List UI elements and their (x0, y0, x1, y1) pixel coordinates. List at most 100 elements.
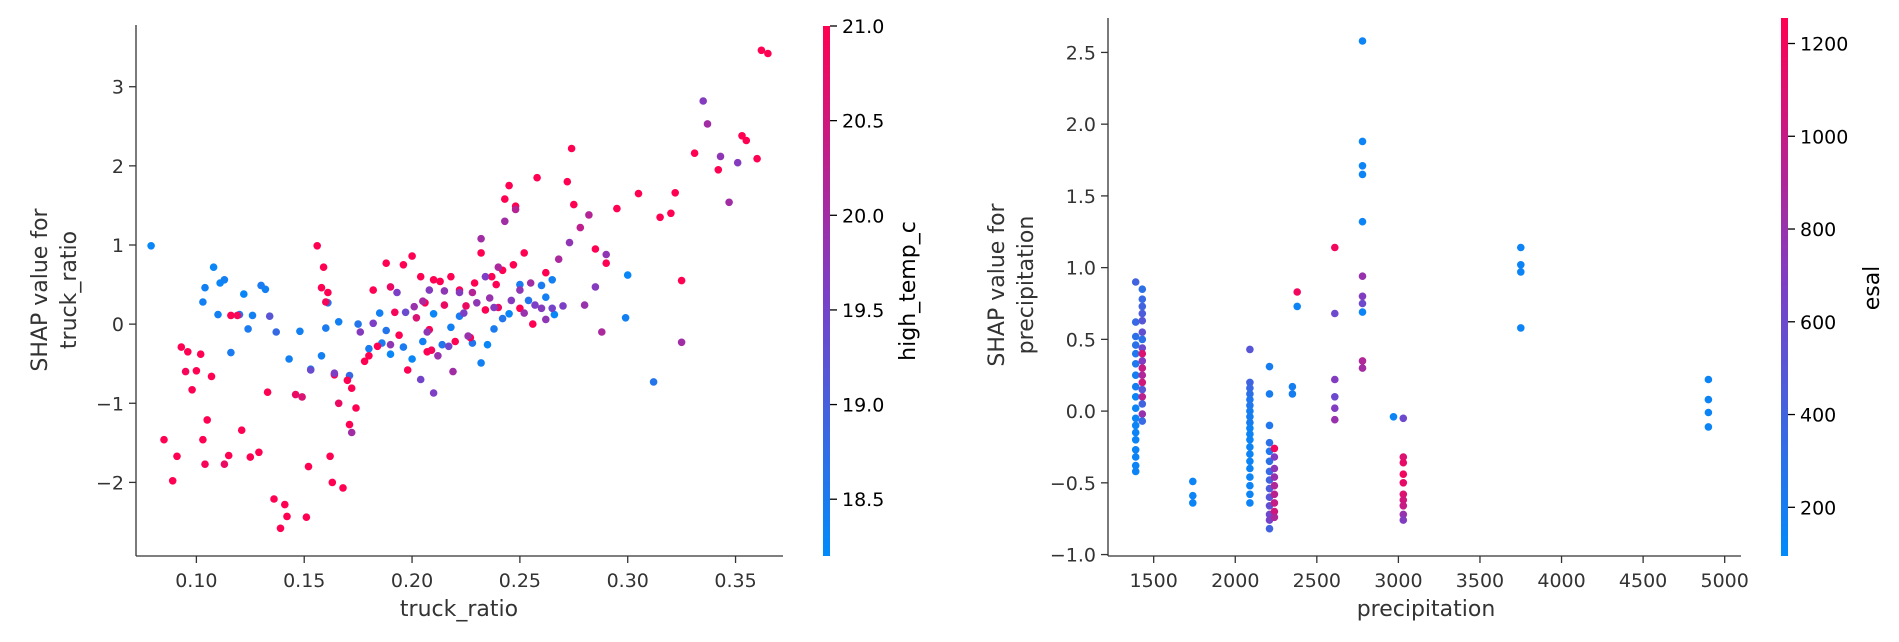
left-scatter-point (438, 340, 447, 349)
left-colorbar-gradient (823, 26, 830, 556)
right-scatter-point (1399, 496, 1408, 504)
right-scatter-point (1131, 421, 1140, 430)
left-scatter-point (498, 314, 507, 323)
left-scatter-point (423, 328, 432, 336)
left-scatter-point (214, 310, 222, 319)
right-scatter-point (1131, 446, 1140, 454)
right-scatter-point (1517, 243, 1525, 252)
right-scatter-point (1246, 413, 1254, 421)
right-colorbar-tick-label: 1000 (1800, 126, 1848, 148)
right-scatter-point (1270, 453, 1279, 461)
right-y-tick-label: 2.0 (1066, 114, 1096, 136)
left-scatter-point (244, 325, 252, 333)
left-scatter-point (591, 283, 600, 291)
right-scatter-point (1138, 344, 1147, 352)
right-scatter-point (1358, 357, 1367, 365)
left-scatter-point (548, 276, 556, 284)
left-scatter-point (369, 286, 378, 294)
right-scatter-point (1517, 261, 1525, 269)
right-scatter-point (1131, 341, 1140, 349)
right-scatter-point (1138, 309, 1147, 318)
left-y-tick-label: 3 (112, 77, 124, 99)
left-scatter-point (649, 378, 658, 386)
right-scatter-point (1265, 421, 1274, 430)
right-scatter-point (1265, 524, 1274, 533)
right-scatter-point (1517, 324, 1525, 332)
left-scatter-point (224, 451, 233, 460)
left-scatter-point (524, 296, 533, 305)
left-scatter-point (559, 302, 567, 310)
right-scatter-point (1517, 268, 1525, 276)
right-scatter-point (1399, 510, 1408, 519)
left-scatter-point (196, 350, 205, 359)
left-scatter-point (203, 416, 211, 424)
left-scatter-point (313, 242, 322, 250)
right-scatter-point (1246, 450, 1254, 458)
left-scatter-point (764, 49, 772, 58)
left-scatter-point (613, 204, 621, 213)
right-scatter-point (1331, 309, 1339, 318)
left-scatter-point (490, 303, 498, 312)
left-scatter-point (173, 452, 181, 461)
left-colorbar-tick-label: 19.5 (842, 300, 884, 322)
left-scatter-point (399, 261, 408, 269)
left-scatter-point (440, 287, 449, 295)
left-scatter-point (233, 311, 242, 320)
right-scatter-point (1399, 453, 1408, 461)
right-scatter-point (1358, 272, 1367, 281)
left-scatter-point (447, 272, 455, 281)
right-y-tick-label: 1.0 (1066, 258, 1096, 280)
right-scatter-point (1399, 458, 1408, 467)
left-scatter-point (477, 249, 485, 257)
left-scatter-point (473, 299, 481, 307)
left-scatter-point (429, 276, 438, 284)
left-scatter-point (261, 285, 270, 294)
left-scatter-point (354, 320, 362, 328)
left-scatter-point (356, 328, 365, 336)
left-scatter-point (317, 352, 326, 360)
left-scatter-point (567, 144, 576, 153)
left-x-tick-label: 0.35 (714, 570, 756, 592)
left-scatter-point (220, 276, 229, 284)
left-scatter-point (460, 309, 468, 317)
left-colorbar-label: high_temp_c (896, 221, 921, 361)
right-scatter-point (1246, 401, 1254, 410)
left-y-tick-label: 0 (112, 314, 124, 336)
right-scatter-point (1704, 423, 1713, 431)
right-plot-x-axis-label: precipitation (1357, 597, 1496, 622)
left-scatter-point (429, 310, 438, 318)
right-scatter-point (1138, 357, 1147, 365)
left-scatter-point (192, 367, 201, 375)
left-scatter-point (677, 338, 686, 347)
left-scatter-point (391, 308, 399, 317)
right-scatter-point (1131, 428, 1140, 437)
right-scatter-point (1138, 328, 1147, 337)
right-y-tick-label: 0.0 (1066, 401, 1096, 423)
left-scatter-point (725, 198, 733, 207)
left-scatter-point (429, 389, 438, 397)
right-x-tick-label: 3500 (1456, 570, 1504, 592)
left-scatter-point (272, 328, 281, 336)
left-scatter-point (304, 462, 313, 471)
left-scatter-point (343, 376, 352, 385)
right-scatter-point (1358, 299, 1367, 308)
left-scatter-point (227, 348, 235, 357)
right-scatter-point (1270, 464, 1279, 473)
left-scatter-point (382, 326, 391, 335)
right-scatter-point (1131, 461, 1140, 470)
left-scatter-point (160, 435, 168, 444)
left-scatter-point (690, 149, 699, 157)
right-x-tick-label: 1500 (1130, 570, 1178, 592)
right-scatter-point (1131, 436, 1140, 444)
right-scatter-point (1246, 436, 1254, 444)
left-scatter-point (365, 344, 373, 353)
left-scatter-point (455, 288, 464, 297)
right-scatter-point (1131, 404, 1140, 413)
right-x-tick-label: 2500 (1293, 570, 1341, 592)
right-scatter-point (1389, 413, 1398, 421)
left-colorbar-tick-label: 20.5 (842, 111, 884, 133)
right-scatter-point (1189, 477, 1197, 486)
left-scatter-point (201, 460, 209, 469)
left-scatter-point (505, 181, 513, 190)
left-scatter-point (462, 302, 470, 310)
